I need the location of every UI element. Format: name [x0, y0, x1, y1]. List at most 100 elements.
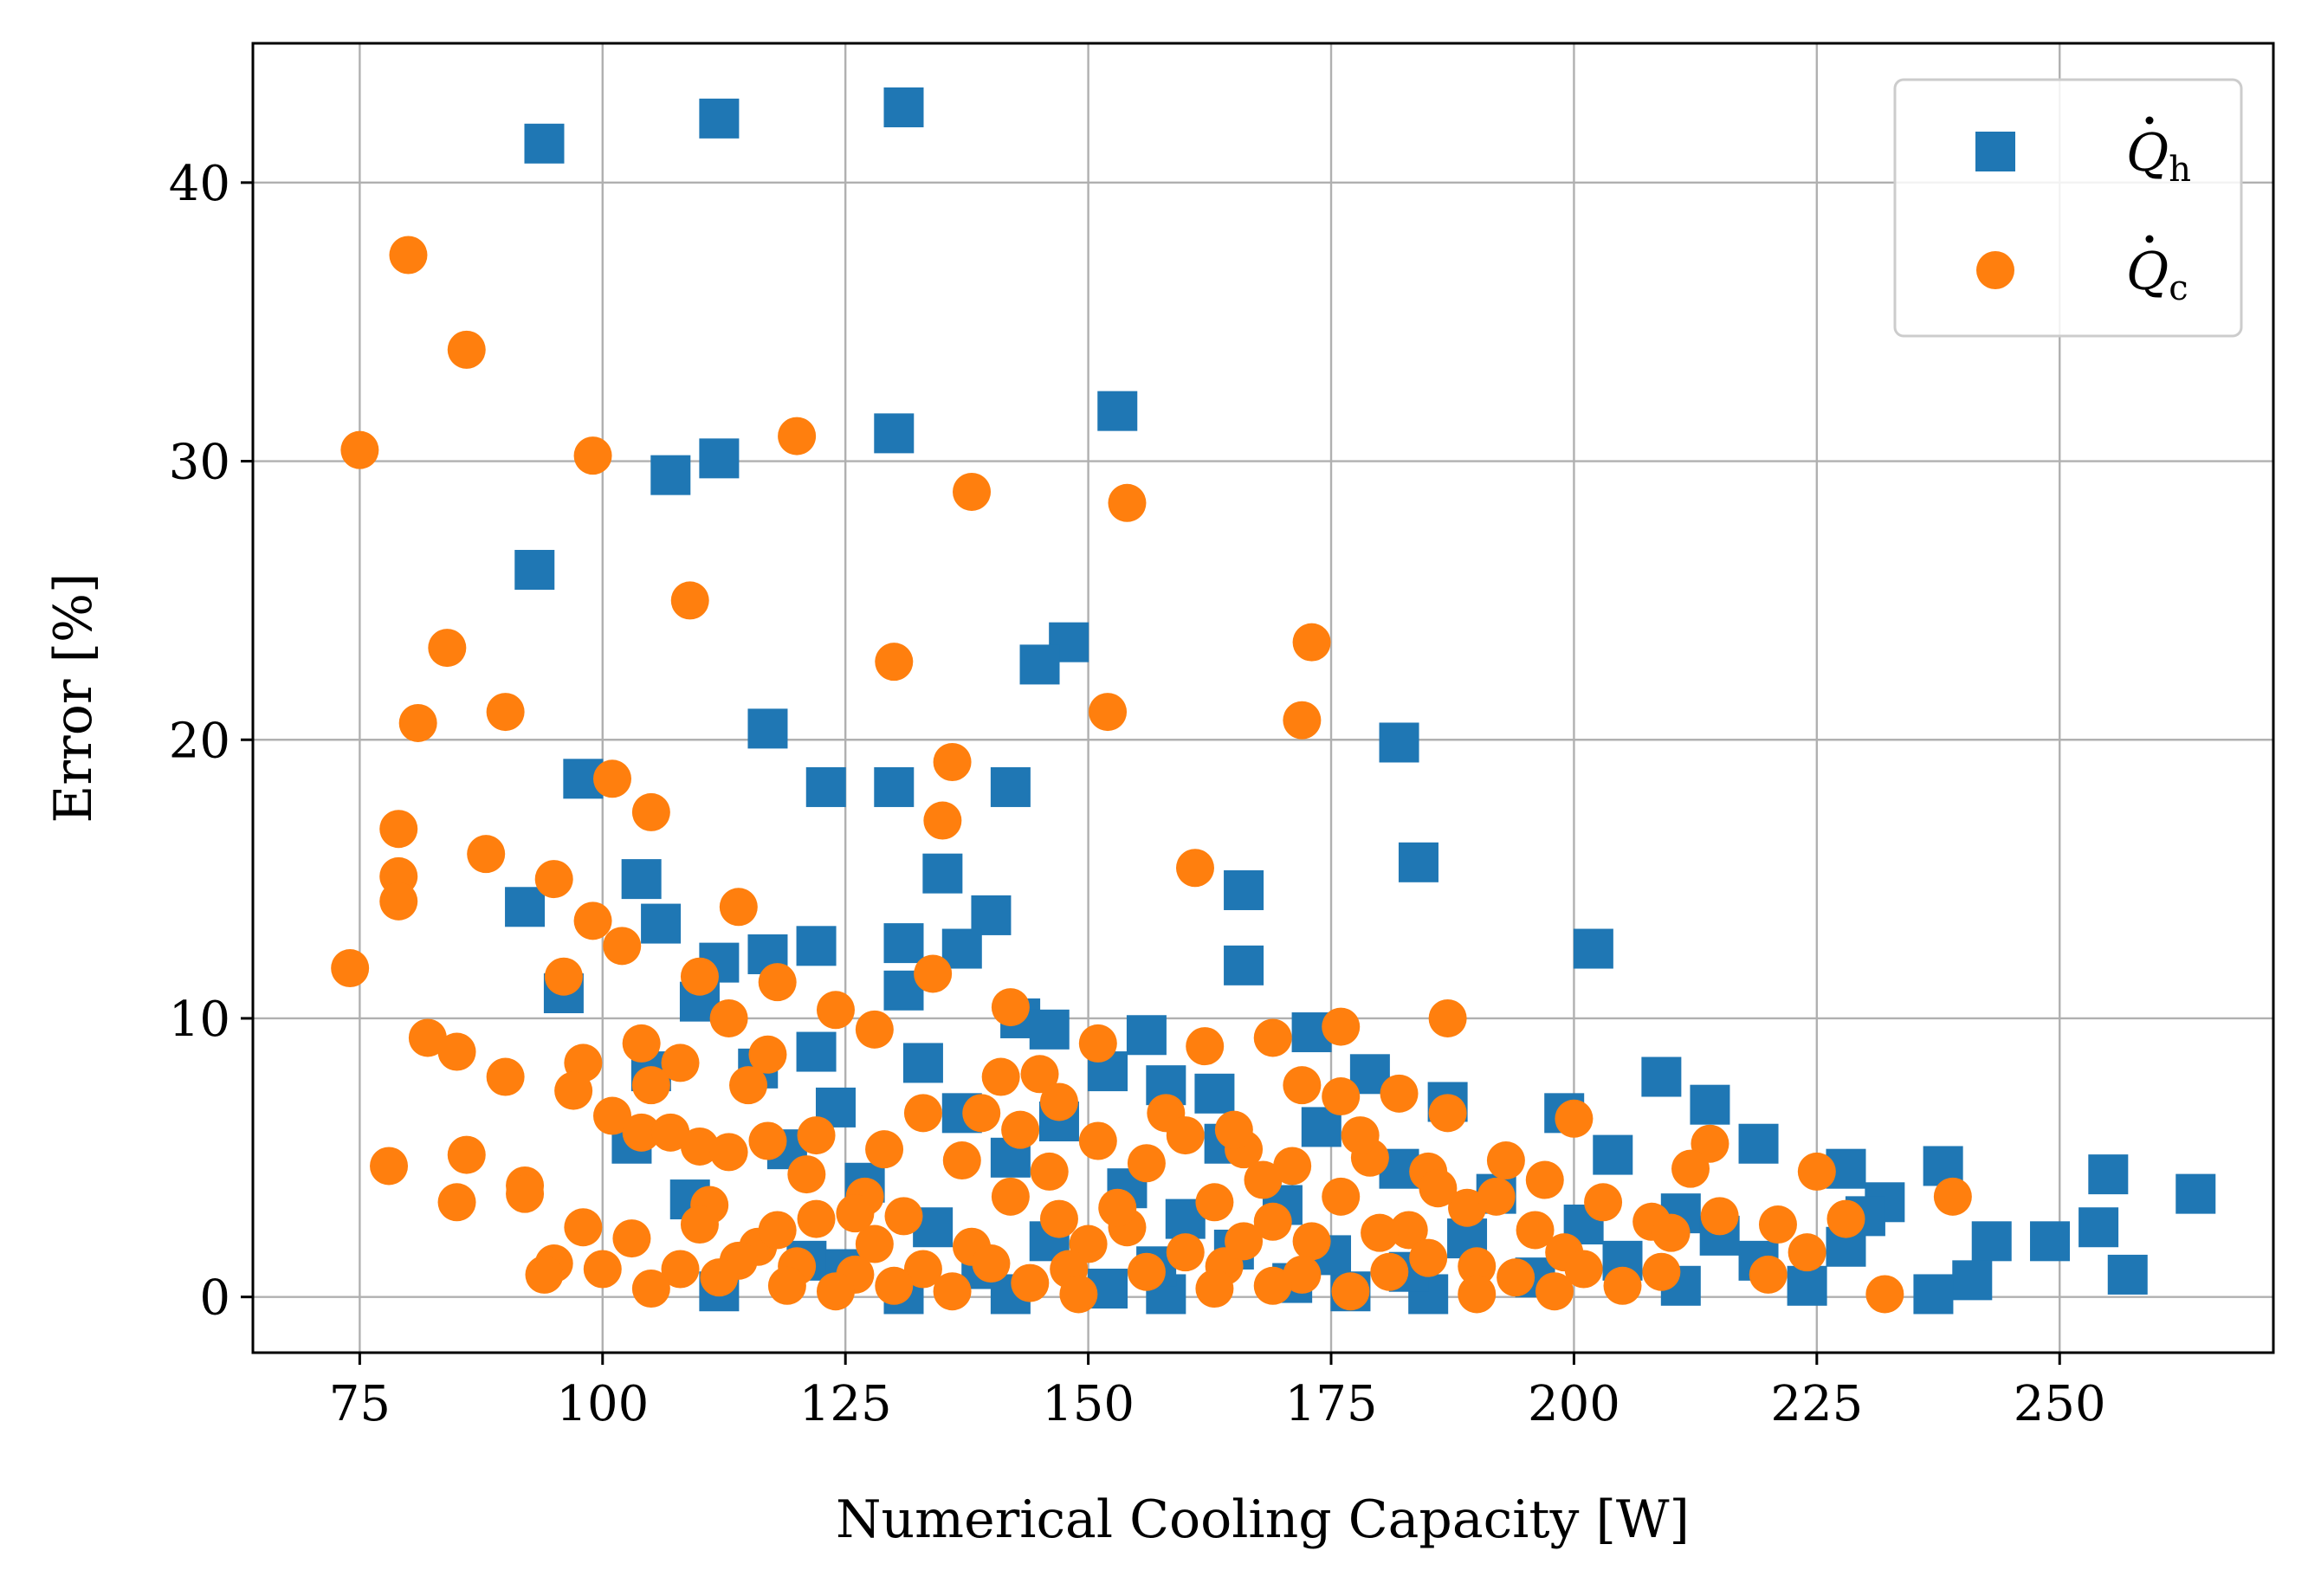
- series-2-point: [1652, 1213, 1691, 1252]
- series-2-point: [729, 1066, 768, 1105]
- series-1-point: [1194, 1073, 1235, 1114]
- series-2-point: [1535, 1272, 1574, 1311]
- series-2-point: [855, 1224, 894, 1263]
- series-2-point: [447, 1135, 486, 1174]
- series-2-point: [875, 1266, 914, 1305]
- series-2-point: [865, 1130, 904, 1169]
- series-2-point: [1564, 1250, 1603, 1289]
- series-2-point: [1292, 623, 1331, 662]
- series-2-point: [1186, 1027, 1225, 1066]
- series-2-point: [680, 1205, 719, 1244]
- series-2-point: [1078, 1024, 1117, 1063]
- series-2-point: [1341, 1116, 1380, 1155]
- series-2-point: [903, 1250, 942, 1289]
- series-2-point: [1127, 1252, 1166, 1291]
- series-2-point: [1011, 1263, 1050, 1302]
- series-2-point: [1458, 1247, 1497, 1286]
- series-2-point: [875, 643, 914, 682]
- series-1-point: [922, 853, 963, 894]
- series-2-point: [1195, 1183, 1234, 1222]
- series-2-point: [1419, 1169, 1458, 1208]
- series-2-point: [914, 954, 953, 993]
- series-2-point: [670, 581, 709, 620]
- series-2-point: [428, 629, 467, 668]
- series-2-point: [680, 1127, 719, 1166]
- series-2-point: [1292, 1222, 1331, 1261]
- series-2-point: [437, 1032, 476, 1071]
- series-1-point: [1097, 391, 1138, 431]
- series-1-point: [2175, 1173, 2216, 1214]
- series-1-point: [1593, 1134, 1633, 1175]
- series-1-point: [1379, 722, 1419, 763]
- series-2-point: [622, 1113, 661, 1152]
- series-2-point: [933, 742, 972, 781]
- legend-box: [1893, 78, 2243, 338]
- series-2-point: [631, 792, 670, 831]
- series-2-point: [1603, 1266, 1642, 1305]
- series-1-point: [747, 708, 788, 749]
- series-2-point: [933, 1272, 972, 1311]
- series-2-point: [942, 1141, 981, 1180]
- x-axis-label: Numerical Cooling Capacity [W]: [836, 1489, 1690, 1550]
- series-2-point: [758, 1211, 797, 1250]
- series-2-point: [379, 882, 418, 921]
- series-2-point: [370, 1147, 409, 1186]
- legend-symbol: Q: [2126, 242, 2169, 302]
- series-2-point: [1166, 1116, 1205, 1155]
- series-2-point: [544, 957, 583, 996]
- series-2-point: [1477, 1177, 1516, 1216]
- series-2-point: [923, 801, 962, 840]
- series-2-point: [816, 1272, 855, 1311]
- series-2-point: [991, 1177, 1030, 1216]
- series-2-point: [1098, 1188, 1137, 1227]
- series-2-point: [340, 430, 379, 469]
- series-2-point: [1584, 1183, 1623, 1222]
- series-1-point: [524, 123, 565, 164]
- legend-overdot: [2145, 235, 2154, 243]
- series-2-point: [1525, 1160, 1564, 1199]
- series-2-point: [1322, 1177, 1361, 1216]
- series-1-point: [971, 895, 1012, 935]
- series-2-point: [1749, 1255, 1788, 1294]
- series-1-point: [1971, 1221, 2012, 1262]
- series-2-point: [962, 1094, 1001, 1133]
- legend-label: Qc: [2126, 242, 2188, 308]
- series-1-point: [805, 766, 846, 807]
- series-1-point: [505, 887, 546, 927]
- series-2-point: [583, 1250, 622, 1289]
- x-tick-label: 100: [556, 1376, 649, 1432]
- plot-frame: [251, 42, 2275, 1354]
- series-1-point: [874, 413, 915, 454]
- series-2-point: [836, 1194, 875, 1233]
- series-1-point: [2107, 1254, 2148, 1295]
- series-2-point: [661, 1250, 700, 1289]
- series-2-point: [758, 963, 797, 1002]
- series-2-point: [1273, 1147, 1312, 1186]
- series-2-point: [1448, 1188, 1487, 1227]
- axis-ticks: 75 100 125 150 175 200 225 250 0 10 20 30 40: [169, 156, 2106, 1432]
- series-2-point: [1225, 1222, 1264, 1261]
- series-2-point: [593, 1096, 632, 1135]
- series-2-point: [1380, 1074, 1419, 1113]
- series-2-point: [1166, 1233, 1205, 1272]
- series-1-point: [1913, 1274, 1954, 1315]
- series-1-point: [1224, 945, 1264, 985]
- series-2-point: [1214, 1110, 1253, 1149]
- series-2-point: [603, 927, 642, 966]
- series-2-point: [787, 1155, 826, 1194]
- series-1-point: [2030, 1221, 2071, 1262]
- y-tick-label: 40: [169, 156, 230, 212]
- series-2-point: [1078, 1121, 1117, 1160]
- series-2-point: [1797, 1152, 1836, 1191]
- series-2-point: [1933, 1177, 1972, 1216]
- series-1-point: [1573, 928, 1613, 969]
- series-2-point: [1283, 1066, 1322, 1105]
- series-2-point: [1516, 1211, 1555, 1250]
- series-1-point: [514, 550, 555, 591]
- series-2-point: [1283, 701, 1322, 740]
- series-2-point: [437, 1183, 476, 1222]
- series-2-point: [1370, 1252, 1409, 1291]
- series-1-point: [1641, 1056, 1682, 1097]
